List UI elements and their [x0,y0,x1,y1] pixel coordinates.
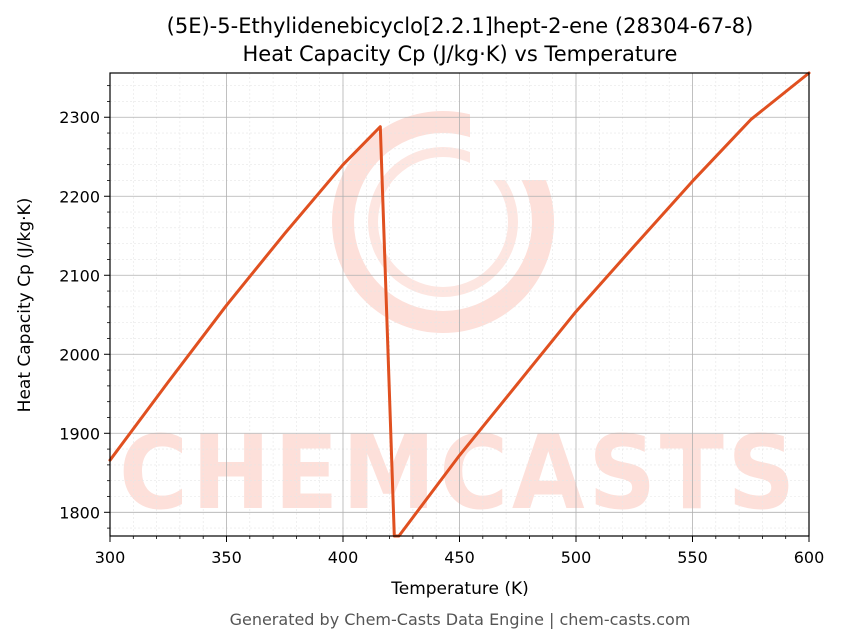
y-tick-label: 1800 [59,503,100,522]
x-tick-label: 600 [794,548,825,567]
y-axis-ticks: 1800 1900 2000 2100 2200 2300 [59,85,110,529]
x-tick-label: 300 [95,548,126,567]
watermark-text: CHEMCASTS [119,414,799,533]
watermark: CHEMCASTS [119,110,799,533]
x-tick-label: 500 [561,548,592,567]
chart-title-line2: Heat Capacity Cp (J/kg·K) vs Temperature [243,42,678,66]
chart-title-line1: (5E)-5-Ethylidenebicyclo[2.2.1]hept-2-en… [167,14,754,38]
y-tick-label: 2000 [59,345,100,364]
x-axis-ticks: 300 350 400 450 500 550 600 [95,536,825,567]
y-tick-label: 2300 [59,108,100,127]
x-tick-label: 400 [328,548,359,567]
x-tick-label: 350 [211,548,242,567]
y-tick-label: 1900 [59,424,100,443]
x-axis-label: Temperature (K) [390,579,529,599]
y-tick-label: 2200 [59,187,100,206]
y-tick-label: 2100 [59,266,100,285]
x-tick-label: 450 [444,548,475,567]
y-axis-label: Heat Capacity Cp (J/kg·K) [15,198,35,413]
x-tick-label: 550 [677,548,708,567]
footer-credit: Generated by Chem-Casts Data Engine | ch… [230,610,691,629]
